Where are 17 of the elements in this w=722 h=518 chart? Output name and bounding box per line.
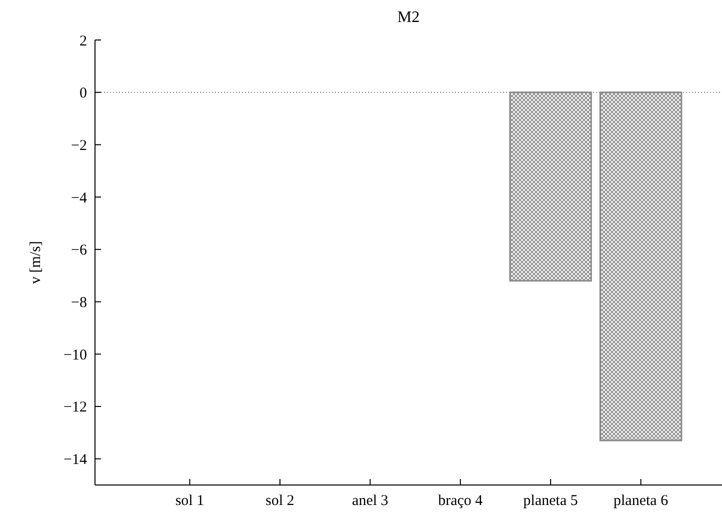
x-tick-label: braço 4 [438, 493, 484, 509]
x-tick-label: planeta 5 [523, 493, 578, 509]
x-tick-label: anel 3 [352, 493, 388, 509]
y-tick-label: −12 [64, 400, 87, 416]
x-tick-label: sol 2 [266, 493, 294, 509]
chart-title: M2 [397, 9, 420, 26]
y-axis-title: v [m/s] [28, 241, 44, 284]
y-tick-label: −4 [71, 190, 88, 206]
y-tick-label: −6 [71, 242, 88, 259]
y-tick-label: −8 [71, 295, 87, 312]
y-tick-label: 0 [80, 86, 87, 102]
x-tick-label: planeta 6 [614, 493, 669, 509]
y-tick-label: −14 [64, 452, 88, 468]
x-tick-label: sol 1 [175, 493, 204, 509]
y-tick-label: 2 [80, 33, 87, 50]
y-tick-label: −2 [71, 138, 87, 154]
y-tick-label: −10 [64, 347, 87, 364]
